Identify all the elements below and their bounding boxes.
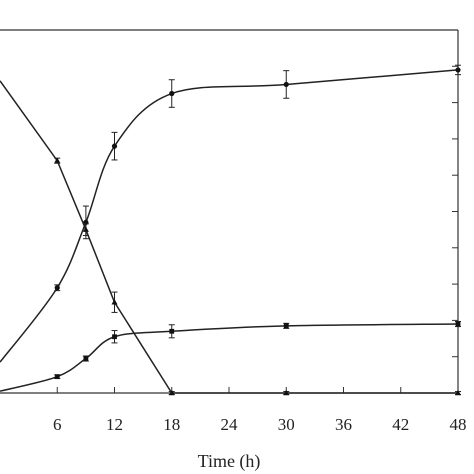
series-square bbox=[0, 320, 461, 392]
data-point-circle bbox=[111, 143, 118, 149]
series-circle bbox=[0, 64, 461, 363]
x-tick-label: 48 bbox=[450, 415, 467, 434]
data-point-triangle bbox=[111, 299, 118, 305]
data-point-square bbox=[54, 374, 60, 380]
data-point-triangle bbox=[54, 157, 61, 163]
tick-marks bbox=[56, 65, 459, 393]
data-point-square bbox=[455, 321, 461, 327]
data-point-square bbox=[283, 323, 289, 329]
data-point-triangle bbox=[455, 389, 461, 396]
data-point-circle bbox=[54, 285, 60, 291]
series-line bbox=[0, 80, 458, 394]
data-point-circle bbox=[455, 67, 461, 73]
data-point-square bbox=[83, 356, 89, 361]
data-point-square bbox=[169, 328, 175, 334]
data-point-circle bbox=[283, 81, 289, 88]
series-line bbox=[0, 323, 459, 392]
x-tick-labels: 6 12 18 24 30 36 42 48 bbox=[53, 415, 467, 434]
x-tick-label: 6 bbox=[53, 415, 62, 434]
x-tick-label: 42 bbox=[392, 415, 409, 434]
data-point-square bbox=[112, 334, 117, 340]
x-axis-title: Time (h) bbox=[198, 451, 261, 472]
x-tick-label: 18 bbox=[163, 415, 180, 434]
x-tick-label: 12 bbox=[106, 415, 123, 434]
series-triangle bbox=[0, 80, 461, 396]
series-line bbox=[0, 69, 459, 363]
data-point-circle bbox=[169, 90, 175, 97]
data-series bbox=[0, 64, 461, 396]
data-point-triangle bbox=[168, 389, 175, 396]
data-point-triangle bbox=[283, 389, 290, 396]
x-tick-label: 36 bbox=[335, 415, 352, 434]
data-point-triangle bbox=[82, 226, 89, 232]
x-tick-label: 24 bbox=[221, 415, 239, 434]
x-tick-label: 30 bbox=[278, 415, 295, 434]
